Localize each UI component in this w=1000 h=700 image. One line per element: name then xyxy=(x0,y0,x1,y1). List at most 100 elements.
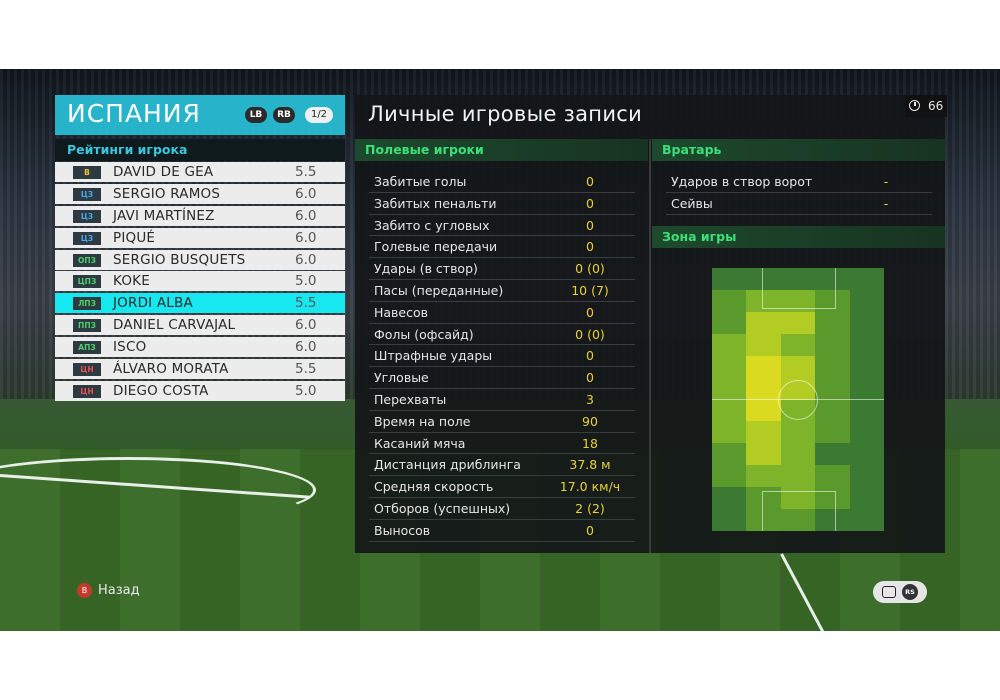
heatmap-cell xyxy=(815,268,851,291)
goalkeeper-label: Вратарь xyxy=(662,142,722,157)
heatmap-cell xyxy=(849,311,884,335)
heatmap-cell xyxy=(849,509,884,531)
stat-label: Отборов (успешных) xyxy=(374,500,511,516)
game-screen: ИСПАНИЯ LB RB 1/2 Рейтинги игрока В DAVID… xyxy=(0,69,1000,631)
ratings-title-text: Рейтинги игрока xyxy=(67,142,188,157)
heatmap-cell xyxy=(746,509,782,531)
heatmap-cell xyxy=(712,465,747,488)
stat-row: Штрафные удары 0 xyxy=(369,345,635,368)
heatmap-cell xyxy=(712,289,747,313)
player-name: SERGIO RAMOS xyxy=(113,185,221,202)
stat-row: Отборов (успешных) 2 (2) xyxy=(369,498,635,520)
heatmap-cell xyxy=(746,311,782,335)
heatmap-cell xyxy=(815,377,851,400)
player-row[interactable]: ППЗ DANIEL CARVAJAL 6.0 xyxy=(55,315,345,336)
rb-button[interactable]: RB xyxy=(273,107,295,123)
stat-value: 10 (7) xyxy=(571,282,609,298)
stat-value: 0 xyxy=(586,174,594,189)
heatmap-cell xyxy=(746,289,782,313)
stat-value: 0 xyxy=(586,348,594,364)
heatmap-cell xyxy=(746,355,782,379)
heatmap-cell xyxy=(815,487,851,510)
heatmap-cell xyxy=(746,268,782,291)
b-button-icon: B xyxy=(77,583,92,598)
page-indicator: 1/2 xyxy=(305,107,333,123)
heatmap-cell xyxy=(712,377,747,400)
player-name: ÁLVARO MORATA xyxy=(113,361,229,378)
player-row[interactable]: АПЗ ISCO 6.0 xyxy=(55,337,345,358)
stat-value: 90 xyxy=(582,413,598,429)
position-badge: ЛПЗ xyxy=(73,297,101,311)
player-name: DAVID DE GEA xyxy=(113,164,214,180)
player-rating: 6.0 xyxy=(295,229,317,246)
stat-value: 0 xyxy=(586,370,594,386)
stat-label: Навесов xyxy=(374,304,429,320)
player-row[interactable]: ЦЗ JAVI MARTÍNEZ 6.0 xyxy=(55,205,345,226)
stat-row: Ударов в створ ворот - xyxy=(666,171,932,193)
player-row[interactable]: В DAVID DE GEA 5.5 xyxy=(55,162,345,182)
heatmap-pitch-line xyxy=(762,491,836,531)
pitch-arc xyxy=(0,457,316,523)
position-badge: ЦН xyxy=(73,363,101,377)
stat-value: 18 xyxy=(582,435,598,451)
stat-label: Фолы (офсайд) xyxy=(374,326,474,342)
stat-label: Забитых пенальти xyxy=(374,195,497,211)
stat-row: Перехваты 3 xyxy=(369,389,635,411)
stat-value: - xyxy=(883,195,889,211)
stat-row: Забито с угловых 0 xyxy=(369,215,635,237)
player-name: KOKE xyxy=(113,273,150,290)
player-row[interactable]: ОПЗ SERGIO BUSQUETS 6.0 xyxy=(55,249,345,270)
stat-row: Угловые 0 xyxy=(369,367,635,389)
heatmap-cell xyxy=(780,268,816,291)
play-zone-heatmap xyxy=(712,268,884,531)
heatmap-cell xyxy=(780,421,816,444)
player-row[interactable]: ЦПЗ KOKE 5.0 xyxy=(55,271,345,292)
player-rating: 5.0 xyxy=(295,273,317,290)
stat-row: Касаний мяча 18 xyxy=(369,433,635,455)
stat-value: 0 (0) xyxy=(575,261,605,277)
stat-label: Время на поле xyxy=(374,413,471,429)
player-name: DIEGO COSTA xyxy=(113,382,209,399)
stat-value: 0 xyxy=(586,304,594,320)
heatmap-cell xyxy=(849,355,884,379)
back-control[interactable]: B Назад xyxy=(77,583,140,598)
player-rating: 5.5 xyxy=(295,295,317,312)
field-players-label: Полевые игроки xyxy=(365,142,484,157)
player-row[interactable]: ЦЗ PIQUÉ 6.0 xyxy=(55,227,345,248)
heatmap-cell xyxy=(815,311,851,335)
chat-rs-control[interactable]: RS xyxy=(873,581,927,603)
player-row[interactable]: ЦЗ SERGIO RAMOS 6.0 xyxy=(55,183,345,204)
player-row[interactable]: ЦН ÁLVARO MORATA 5.5 xyxy=(55,359,345,380)
stat-label: Голевые передачи xyxy=(374,239,498,255)
goalkeeper-header: Вратарь xyxy=(652,139,945,161)
stat-value: - xyxy=(883,174,889,189)
player-row[interactable]: ЦН DIEGO COSTA 5.0 xyxy=(55,380,345,401)
heatmap-cell xyxy=(746,333,782,357)
match-timer: 66 xyxy=(905,95,947,117)
heatmap-cell xyxy=(746,421,782,444)
heatmap-cell xyxy=(780,333,816,357)
heatmap-cell xyxy=(849,289,884,313)
clock-icon xyxy=(909,100,920,111)
heatmap-cell xyxy=(849,487,884,510)
heatmap-cell xyxy=(815,333,851,357)
stat-label: Угловые xyxy=(374,370,429,386)
panel-divider xyxy=(649,139,651,553)
heatmap-cell xyxy=(849,421,884,444)
goalkeeper-stats-table: Ударов в створ ворот - Сейвы - xyxy=(666,171,932,215)
heatmap-cell xyxy=(815,509,851,531)
heatmap-cell xyxy=(815,465,851,488)
stat-row: Удары (в створ) 0 (0) xyxy=(369,258,635,280)
heatmap-cell xyxy=(712,268,747,291)
heatmap-cell xyxy=(712,421,747,444)
position-badge: ЦЗ xyxy=(73,231,101,245)
team-header: ИСПАНИЯ LB RB 1/2 xyxy=(55,95,345,135)
chat-icon xyxy=(882,586,896,598)
heatmap-cell xyxy=(712,355,747,379)
player-row[interactable]: ЛПЗ JORDI ALBA 5.5 xyxy=(55,293,345,314)
stat-row: Средняя скорость 17.0 км/ч xyxy=(369,476,635,498)
lb-button[interactable]: LB xyxy=(245,107,267,123)
heatmap-cell xyxy=(712,487,747,510)
heatmap-cell xyxy=(780,465,816,488)
heatmap-cell xyxy=(780,509,816,531)
